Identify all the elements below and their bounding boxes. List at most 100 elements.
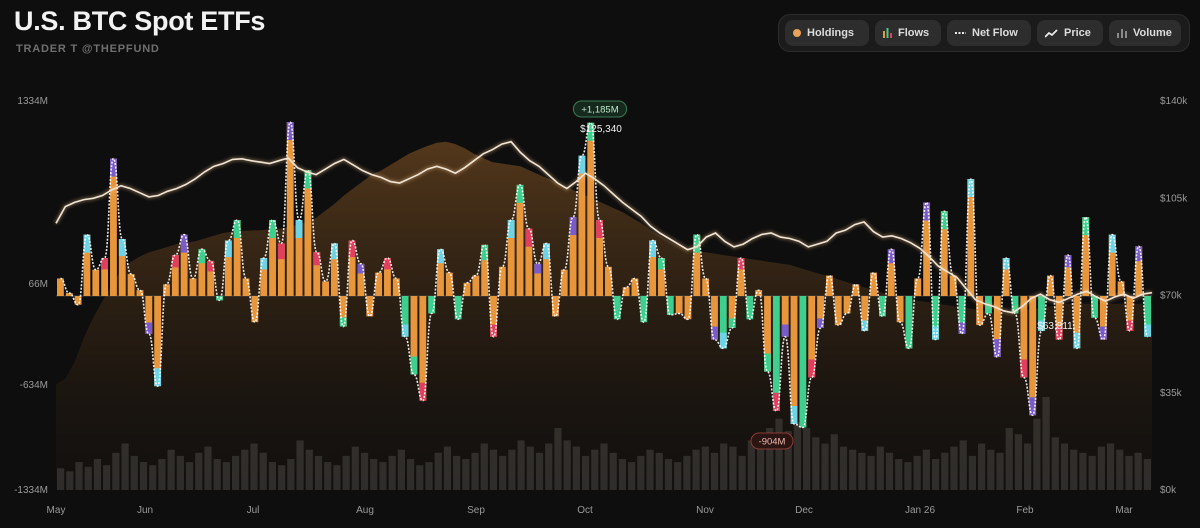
flow-bar xyxy=(534,263,542,296)
holdings-area xyxy=(56,141,1152,490)
net-flow-toggle-button[interactable]: Net Flow xyxy=(947,20,1031,46)
flow-bar-segment xyxy=(861,320,869,331)
flow-bar xyxy=(914,278,922,296)
flow-bar xyxy=(313,252,321,296)
flow-bar-segment xyxy=(543,243,550,260)
volume-label: Volume xyxy=(1133,27,1172,39)
flow-bar xyxy=(1029,296,1037,416)
flow-bar xyxy=(304,170,312,296)
flow-bar xyxy=(401,296,409,337)
flow-bar xyxy=(428,296,436,314)
right-axis-tick-label: $35k xyxy=(1160,388,1183,399)
flow-bar xyxy=(940,211,948,296)
flow-bar-segment xyxy=(1108,234,1116,253)
flow-bar xyxy=(843,296,851,314)
flow-bar-segment xyxy=(993,339,1001,358)
flow-bar xyxy=(198,249,206,296)
x-axis-tick-label: Sep xyxy=(467,505,485,516)
flow-bar-segment xyxy=(83,234,91,253)
flow-bar xyxy=(410,296,418,375)
flow-bar xyxy=(631,278,639,296)
flow-bar-segment xyxy=(207,260,215,272)
flow-bar xyxy=(834,296,842,326)
flow-bar xyxy=(375,272,383,296)
flow-bar xyxy=(711,296,718,340)
flow-bar xyxy=(322,281,329,296)
holdings-label: Holdings xyxy=(807,27,855,39)
flow-bar xyxy=(1082,217,1090,296)
flow-bar-segment xyxy=(269,219,276,238)
flow-bar xyxy=(923,202,931,296)
flow-bar xyxy=(551,296,559,317)
flow-bar-segment xyxy=(817,318,824,328)
price-line xyxy=(55,140,1153,314)
flow-bar xyxy=(1144,296,1151,337)
price-low-label: $63,811 xyxy=(1037,321,1073,332)
flow-bar xyxy=(958,296,966,334)
x-axis-tick-label: Jan 26 xyxy=(905,505,935,516)
flow-bar xyxy=(852,284,860,296)
flow-bar-segment xyxy=(940,211,948,230)
flow-bar xyxy=(675,296,683,314)
flow-bar-segment xyxy=(233,219,241,238)
flow-bar xyxy=(781,296,789,337)
volume-toggle-button[interactable]: Volume xyxy=(1109,20,1181,46)
flow-bar xyxy=(83,234,91,296)
flow-bar xyxy=(1002,257,1010,296)
flow-bar-segment xyxy=(1099,326,1107,340)
flow-bar xyxy=(764,296,771,372)
net-flow-line xyxy=(60,121,1149,429)
flow-bar xyxy=(392,278,400,296)
flow-bar xyxy=(640,296,648,323)
flow-bar xyxy=(65,293,73,296)
x-axis-tick-label: Feb xyxy=(1016,505,1034,516)
flows-toggle-button[interactable]: Flows xyxy=(875,20,941,46)
flow-bar xyxy=(578,155,586,296)
flow-bar xyxy=(295,219,303,296)
flows-label: Flows xyxy=(898,27,930,39)
flow-bar-segment xyxy=(507,219,515,238)
flow-bar xyxy=(1046,275,1054,296)
holdings-toggle-button[interactable]: Holdings xyxy=(785,20,869,46)
flow-bar xyxy=(1135,246,1143,296)
flow-bar-segment xyxy=(410,356,418,375)
x-axis-tick-label: Oct xyxy=(577,505,593,516)
flow-bar-segment xyxy=(277,243,285,260)
right-axis-tick-label: $105k xyxy=(1160,193,1188,204)
flow-bar xyxy=(207,260,215,296)
flow-bar xyxy=(251,296,259,323)
right-axis-tick-label: $70k xyxy=(1160,291,1183,302)
flow-bar-segment xyxy=(790,405,798,424)
flow-bar-segment xyxy=(339,317,347,327)
flow-bar xyxy=(384,257,391,296)
flow-bar xyxy=(163,284,170,296)
flow-bar-segment xyxy=(569,217,577,236)
flow-bar xyxy=(596,219,603,296)
flow-bar xyxy=(224,240,232,296)
flow-bar xyxy=(1055,296,1063,340)
flow-bar-segment xyxy=(649,240,657,258)
flow-bar xyxy=(569,217,577,296)
flow-bar-segment xyxy=(1064,255,1072,268)
flow-bar-segment xyxy=(711,326,718,340)
flow-bar xyxy=(216,296,223,301)
flow-bar-segment xyxy=(967,179,975,198)
flow-bar xyxy=(331,243,338,296)
flow-bar-segment xyxy=(145,322,153,334)
flow-bar xyxy=(967,179,975,296)
flow-bar-segment xyxy=(693,234,701,253)
flow-bar xyxy=(1091,296,1098,318)
price-toggle-button[interactable]: Price xyxy=(1037,20,1103,46)
flow-bar-segment xyxy=(596,219,603,238)
flow-bar xyxy=(605,266,612,296)
net-flow-series xyxy=(60,121,1149,429)
min-flow-label: -904M xyxy=(759,437,786,448)
flow-bar xyxy=(516,184,524,296)
flow-bar xyxy=(1038,296,1045,331)
flow-bar xyxy=(92,269,100,296)
flow-bar xyxy=(454,296,462,320)
min-flow-pill xyxy=(750,432,794,450)
volume-bars-icon xyxy=(1117,29,1127,38)
flow-bar xyxy=(233,219,241,296)
flow-bar-segment xyxy=(224,240,232,258)
